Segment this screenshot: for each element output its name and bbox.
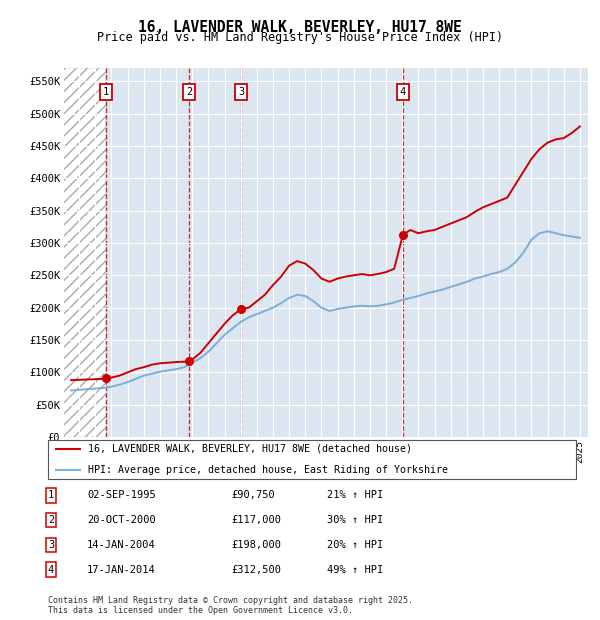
Text: £117,000: £117,000 bbox=[231, 515, 281, 525]
Text: 20-OCT-2000: 20-OCT-2000 bbox=[87, 515, 156, 525]
Text: 3: 3 bbox=[238, 87, 244, 97]
Text: 1: 1 bbox=[103, 87, 109, 97]
Text: Price paid vs. HM Land Registry's House Price Index (HPI): Price paid vs. HM Land Registry's House … bbox=[97, 31, 503, 44]
Text: 16, LAVENDER WALK, BEVERLEY, HU17 8WE: 16, LAVENDER WALK, BEVERLEY, HU17 8WE bbox=[138, 20, 462, 35]
Text: Contains HM Land Registry data © Crown copyright and database right 2025.
This d: Contains HM Land Registry data © Crown c… bbox=[48, 596, 413, 615]
Text: 02-SEP-1995: 02-SEP-1995 bbox=[87, 490, 156, 500]
Text: 21% ↑ HPI: 21% ↑ HPI bbox=[327, 490, 383, 500]
Text: HPI: Average price, detached house, East Riding of Yorkshire: HPI: Average price, detached house, East… bbox=[88, 465, 448, 475]
Text: £312,500: £312,500 bbox=[231, 565, 281, 575]
Text: 49% ↑ HPI: 49% ↑ HPI bbox=[327, 565, 383, 575]
Bar bbox=[63, 68, 106, 437]
Text: 30% ↑ HPI: 30% ↑ HPI bbox=[327, 515, 383, 525]
Text: 16, LAVENDER WALK, BEVERLEY, HU17 8WE (detached house): 16, LAVENDER WALK, BEVERLEY, HU17 8WE (d… bbox=[88, 444, 412, 454]
Text: 3: 3 bbox=[48, 540, 54, 550]
Text: 2: 2 bbox=[186, 87, 192, 97]
Text: £90,750: £90,750 bbox=[231, 490, 275, 500]
Text: 20% ↑ HPI: 20% ↑ HPI bbox=[327, 540, 383, 550]
Text: 14-JAN-2004: 14-JAN-2004 bbox=[87, 540, 156, 550]
Text: 4: 4 bbox=[400, 87, 406, 97]
Text: 1: 1 bbox=[48, 490, 54, 500]
Text: 4: 4 bbox=[48, 565, 54, 575]
Text: 17-JAN-2014: 17-JAN-2014 bbox=[87, 565, 156, 575]
Text: £198,000: £198,000 bbox=[231, 540, 281, 550]
Text: 2: 2 bbox=[48, 515, 54, 525]
